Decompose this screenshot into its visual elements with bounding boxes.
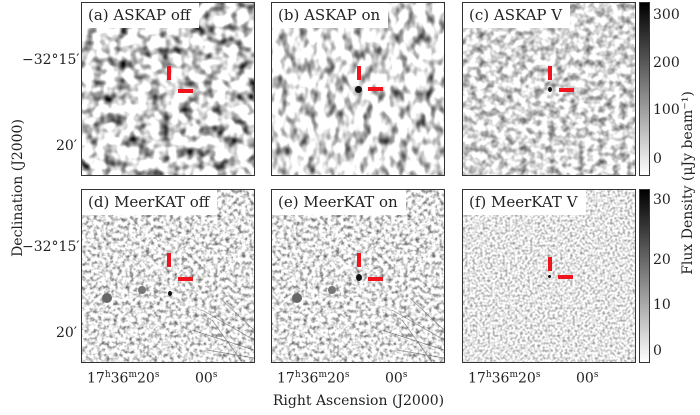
marker-vertical [357,66,361,80]
ytick-top-1: −32°15′ [22,52,80,68]
colorbar-tick: 20 [653,252,671,268]
radio-source [356,274,362,281]
image-meerkat-off [82,190,254,362]
panel-label: (b) ASKAP on [272,3,389,28]
ytick-top-2: 20′ [56,138,77,154]
xtick-2: 00s [385,370,408,387]
panel-askap-on: (b) ASKAP on [271,2,445,176]
radio-source [168,291,172,296]
marker-horizontal [178,89,193,93]
colorbar-tick: 0 [653,151,662,167]
colorbar-tick: 100 [653,102,680,118]
panel-label: (c) ASKAP V [463,3,571,28]
y-axis-label: Declination (J2000) [10,119,26,257]
marker-horizontal [368,87,383,91]
panel-meerkat-off: (d) MeerKAT off [81,189,255,363]
xtick-1: 17h36m20s [87,370,160,387]
colorbar-label: Flux Density (μJy beam⁻¹) [680,91,696,275]
marker-vertical [167,253,171,267]
marker-horizontal [558,275,573,279]
ytick-bottom-2: 20′ [56,325,77,341]
panel-label: (e) MeerKAT on [272,190,406,215]
colorbar-tick: 0 [653,343,662,359]
marker-horizontal [559,88,574,92]
colorbar-tick: 10 [653,297,671,313]
radio-source [548,87,552,92]
panel-meerkat-on: (e) MeerKAT on [271,189,445,363]
colorbar-meerkat [639,189,650,363]
ytick-bottom-1: −32°15′ [22,239,80,255]
marker-horizontal [368,277,383,281]
marker-vertical [167,66,171,80]
x-axis-label: Right Ascension (J2000) [272,393,445,409]
colorbar-tick: 30 [653,192,671,208]
xtick-1: 17h36m20s [277,370,350,387]
marker-vertical [548,66,552,80]
xtick-2: 00s [576,370,599,387]
radio-source [355,86,362,93]
panel-askap-v: (c) ASKAP V [462,2,636,176]
colorbar-tick: 200 [653,55,680,71]
xtick-1: 17h36m20s [468,370,541,387]
panel-label: (d) MeerKAT off [82,190,218,215]
marker-vertical [548,257,552,271]
image-askap-off [82,3,254,175]
radio-source [548,275,551,278]
panel-label: (a) ASKAP off [82,3,199,28]
marker-vertical [357,253,361,267]
panel-label: (f) MeerKAT V [463,190,586,215]
colorbar-tick: 300 [653,7,680,23]
colorbar-askap [639,2,650,176]
xtick-2: 00s [195,370,218,387]
marker-horizontal [178,277,193,281]
panel-askap-off: (a) ASKAP off [81,2,255,176]
panel-meerkat-v: (f) MeerKAT V [462,189,636,363]
